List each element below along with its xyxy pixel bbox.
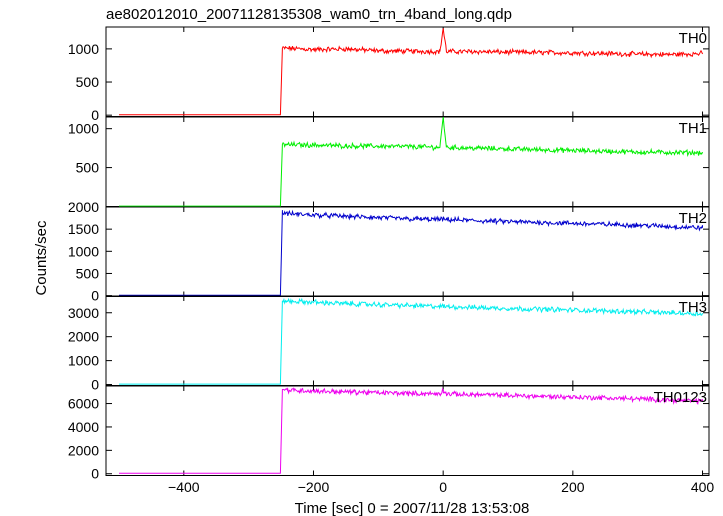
y-tick-label: 500 [76,74,100,90]
panel-frame [105,295,710,386]
x-tick-label: −400 [168,479,200,495]
x-tick-label: 0 [439,479,447,495]
panel-th2: 0 500 1000 1500 2000 TH2 [68,199,710,304]
y-tick-label: 1000 [68,41,99,57]
y-tick-label: 0 [91,466,99,482]
panel-th1: 500 1000 TH1 [68,116,710,207]
chart-title: ae802012010_20071128135308_wam0_trn_4ban… [106,6,512,23]
series-label-th0: TH0 [679,30,707,47]
panel-frame [105,116,710,207]
series-label-th3: TH3 [679,299,707,316]
panel-frame [105,206,710,297]
y-tick-label: 2000 [68,199,99,215]
series-label-th0123: TH0123 [654,389,707,406]
x-tick-label: 200 [561,479,585,495]
panels-group: 0 500 1000 TH0 500 1000 TH1 0 500 1000 1500 2000 TH2… [68,26,710,482]
y-tick-label: 0 [91,377,99,393]
y-tick-label: 4000 [68,419,99,435]
panel-th3: 0 1000 2000 3000 TH3 [68,295,710,393]
x-tick-label: 400 [691,479,715,495]
y-tick-label: 1000 [68,243,99,259]
y-tick-label: 6000 [68,396,99,412]
series-line-th0123 [119,387,703,474]
panel-th0: 0 500 1000 TH0 [68,26,710,123]
y-tick-label: 1000 [68,121,99,137]
series-line-th1 [119,116,703,207]
series-line-th2 [119,209,703,296]
y-tick-label: 500 [76,265,100,281]
series-label-th2: TH2 [679,210,707,227]
series-line-th3 [119,297,703,385]
x-tick-label: −200 [298,479,330,495]
y-tick-label: 0 [91,107,99,123]
y-tick-label: 3000 [68,305,99,321]
x-tick-labels: −400 −200 0 200 400 [168,479,714,495]
x-axis-label: Time [sec] 0 = 2007/11/28 13:53:08 [295,500,530,516]
series-label-th1: TH1 [679,120,707,137]
y-tick-label: 2000 [68,442,99,458]
y-tick-label: 0 [91,288,99,304]
y-tick-label: 1000 [68,353,99,369]
y-tick-label: 500 [76,160,100,176]
series-line-th0 [119,28,703,116]
y-tick-label: 2000 [68,329,99,345]
panel-th0123: 0 2000 4000 6000 TH0123 [68,385,710,482]
y-axis-label: Counts/sec [33,220,50,296]
panel-frame [105,26,710,117]
panel-frame [105,385,710,476]
y-tick-label: 1500 [68,221,99,237]
